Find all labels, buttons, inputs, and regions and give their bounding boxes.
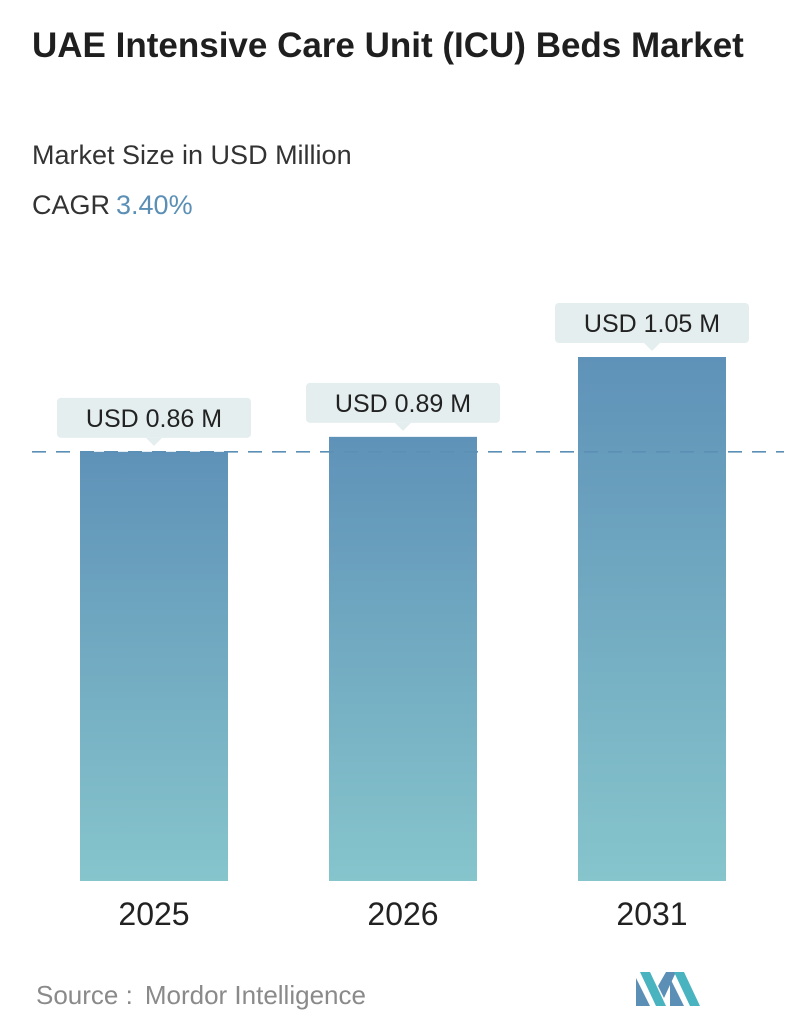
source-line: Source : Mordor Intelligence: [36, 980, 366, 1011]
cagr-label: CAGR: [32, 190, 111, 220]
bar-2025: [80, 451, 228, 881]
data-label-bg: [555, 303, 749, 343]
cagr-line: CAGR 3.40%: [32, 190, 193, 221]
bar-2026: [329, 436, 477, 881]
chart-title: UAE Intensive Care Unit (ICU) Beds Marke…: [32, 26, 744, 65]
labels-layer: USD 0.86 M 2025 USD 0.89 M 2026 USD 1.05 M 20…: [57, 303, 749, 932]
mordor-logo-icon: [636, 972, 700, 1006]
source-label: Source :: [36, 980, 133, 1010]
source-value: Mordor Intelligence: [144, 980, 366, 1010]
x-tick-label-2031: 2031: [616, 896, 687, 932]
data-label-2025: USD 0.86 M: [57, 397, 251, 446]
data-label-pointer: [395, 422, 411, 431]
x-tick-label-2025: 2025: [118, 896, 189, 932]
data-label-2026: USD 0.89 M: [306, 382, 500, 431]
data-label-pointer: [644, 343, 660, 351]
data-label-text: USD 0.89 M: [335, 390, 471, 418]
bar-2031: [578, 357, 726, 881]
data-label-bg: [57, 397, 251, 438]
cagr-value: 3.40%: [116, 190, 193, 220]
bars-layer: [80, 357, 726, 881]
x-tick-label-2026: 2026: [367, 896, 438, 932]
data-label-text: USD 0.86 M: [86, 405, 222, 433]
chart-subtitle: Market Size in USD Million: [32, 140, 352, 170]
data-label-2031: USD 1.05 M: [555, 303, 749, 351]
data-label-bg: [306, 382, 500, 423]
data-label-pointer: [146, 437, 162, 446]
data-label-text: USD 1.05 M: [584, 310, 720, 338]
